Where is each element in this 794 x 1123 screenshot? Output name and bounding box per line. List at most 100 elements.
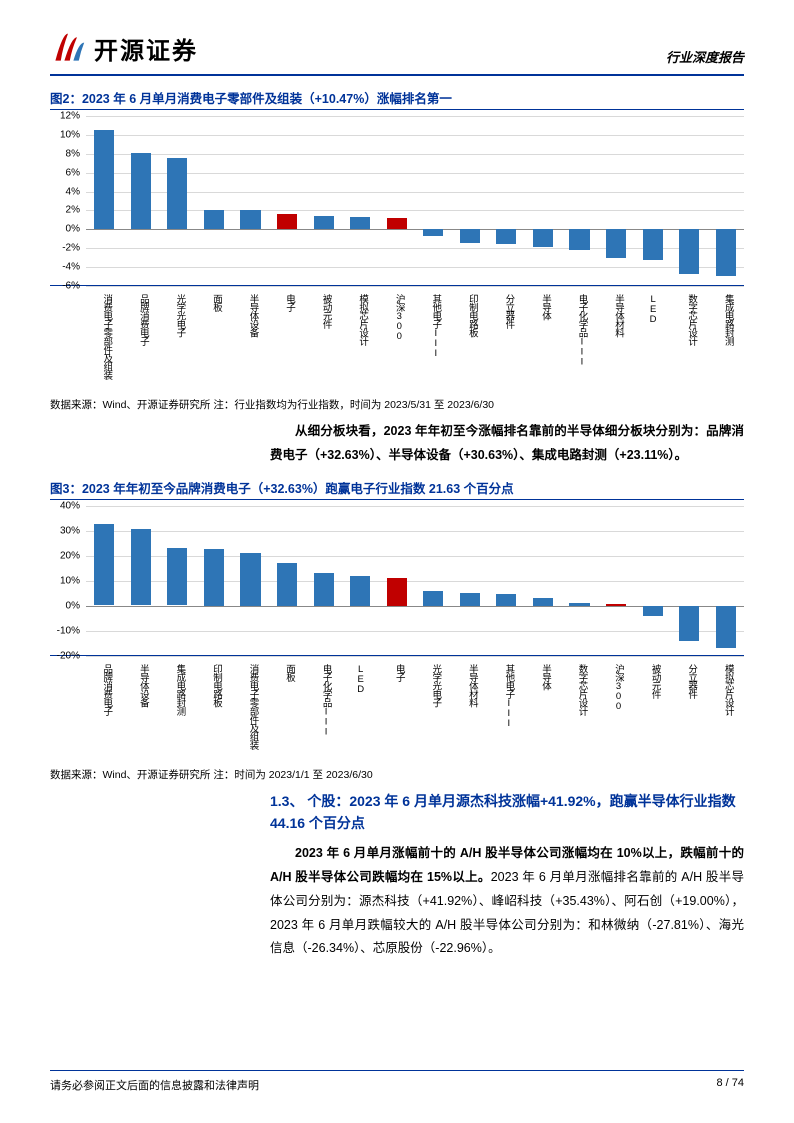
- chart-bar: [387, 578, 407, 606]
- chart-xlabel: 消费电子零部件及组装: [99, 294, 113, 379]
- chart-xlabel: 半导体材料: [465, 664, 479, 707]
- chart-xlabel: 分立器件: [501, 294, 515, 328]
- paragraph-2: 2023 年 6 月单月涨幅前十的 A/H 股半导体公司涨幅均在 10%以上，跌…: [270, 842, 744, 961]
- chart-ytick: -10%: [50, 625, 80, 636]
- section-heading: 1.3、 个股：2023 年 6 月单月源杰科技涨幅+41.92%，跑赢半导体行…: [270, 790, 744, 835]
- chart-gridline: [86, 135, 744, 136]
- chart-bar: [569, 603, 589, 606]
- chart-ytick: 6%: [50, 167, 80, 178]
- chart-ytick: 12%: [50, 111, 80, 122]
- chart-xlabel: 消费电子零部件及组装: [246, 664, 260, 749]
- report-type: 行业深度报告: [666, 47, 744, 66]
- chart-xlabel: 沪深300: [611, 664, 625, 711]
- chart-xlabel: 电子化学品III: [319, 664, 333, 737]
- chart-xlabel: 模拟芯片设计: [355, 294, 369, 345]
- chart1-title: 图2：2023 年 6 月单月消费电子零部件及组装（+10.47%）涨幅排名第一: [50, 88, 744, 110]
- chart-bar: [350, 576, 370, 606]
- chart-ytick: 2%: [50, 205, 80, 216]
- chart-gridline: [86, 506, 744, 507]
- chart-ytick: 30%: [50, 525, 80, 536]
- chart-bar: [533, 229, 553, 247]
- chart-xlabel: 其他电子III: [501, 664, 515, 728]
- chart-bar: [94, 130, 114, 229]
- footer-page: 8 / 74: [716, 1077, 744, 1093]
- chart-xlabel: 集成电路封测: [721, 294, 735, 345]
- chart-xlabel: LED: [648, 294, 659, 324]
- chart-xlabel: 印制电路板: [465, 294, 479, 337]
- chart-ytick: 10%: [50, 575, 80, 586]
- chart-bar: [423, 229, 443, 236]
- chart-ytick: 4%: [50, 186, 80, 197]
- chart-ytick: -4%: [50, 262, 80, 273]
- chart-bar: [679, 606, 699, 641]
- chart-xlabel: 电子: [282, 294, 296, 311]
- chart-xlabel: 数字芯片设计: [575, 664, 589, 715]
- chart-ytick: 0%: [50, 224, 80, 235]
- chart-gridline: [86, 154, 744, 155]
- chart-bar: [606, 604, 626, 605]
- chart-bar: [460, 593, 480, 606]
- chart-ytick: 0%: [50, 600, 80, 611]
- chart-bar: [167, 158, 187, 230]
- chart-bar: [167, 548, 187, 606]
- chart-bar: [131, 529, 151, 606]
- paragraph-1-lead: 从细分板块看，2023 年年初至今涨幅排名靠前的半导体细分板块分别为：品牌消费电…: [270, 420, 744, 468]
- chart-ytick: 10%: [50, 129, 80, 140]
- chart-xlabel: LED: [355, 664, 366, 694]
- chart-xlabel: 半导体: [538, 294, 552, 320]
- chart-xlabel: 光学光电子: [172, 294, 186, 337]
- chart-ytick: 8%: [50, 148, 80, 159]
- chart-gridline: [86, 286, 744, 287]
- chart-gridline: [86, 631, 744, 632]
- chart-bar: [423, 591, 443, 606]
- chart-bar: [606, 229, 626, 257]
- chart2-xlabels: 品牌消费电子半导体设备集成电路封测印制电路板消费电子零部件及组装面板电子化学品I…: [86, 660, 744, 765]
- chart-bar: [204, 210, 224, 230]
- chart-bar: [643, 229, 663, 260]
- chart-xlabel: 集成电路封测: [172, 664, 186, 715]
- chart-bar: [387, 218, 407, 229]
- chart-xlabel: 分立器件: [684, 664, 698, 698]
- chart1-source: 数据来源：Wind、开源证券研究所 注：行业指数均为行业指数，时间为 2023/…: [50, 397, 744, 412]
- chart2-title: 图3：2023 年年初至今品牌消费电子（+32.63%）跑赢电子行业指数 21.…: [50, 478, 744, 500]
- chart-ytick: -6%: [50, 281, 80, 292]
- page-footer: 请务必参阅正文后面的信息披露和法律声明 8 / 74: [50, 1070, 744, 1093]
- chart-bar: [643, 606, 663, 616]
- chart-xlabel: 电子化学品III: [575, 294, 589, 367]
- chart-ytick: -20%: [50, 650, 80, 661]
- page-header: 开源证券 行业深度报告: [50, 30, 744, 76]
- chart2-source: 数据来源：Wind、开源证券研究所 注：时间为 2023/1/1 至 2023/…: [50, 767, 744, 782]
- chart-bar: [569, 229, 589, 250]
- chart1: -6%-4%-2%0%2%4%6%8%10%12%: [50, 116, 744, 286]
- chart-xlabel: 被动元件: [319, 294, 333, 328]
- chart-bar: [350, 217, 370, 229]
- company-logo-icon: [50, 30, 86, 66]
- chart-bar: [496, 229, 516, 244]
- chart-xlabel: 电子: [392, 664, 406, 681]
- chart-bar: [679, 229, 699, 273]
- chart-bar: [314, 573, 334, 606]
- chart-xlabel: 面板: [282, 664, 296, 681]
- chart-bar: [496, 594, 516, 605]
- chart-xlabel: 沪深300: [392, 294, 406, 341]
- footer-disclaimer: 请务必参阅正文后面的信息披露和法律声明: [50, 1077, 259, 1093]
- chart-bar: [240, 553, 260, 606]
- chart-xlabel: 印制电路板: [209, 664, 223, 707]
- chart-bar: [277, 214, 297, 229]
- chart-bar: [94, 524, 114, 606]
- chart-xlabel: 半导体设备: [246, 294, 260, 337]
- chart-gridline: [86, 116, 744, 117]
- chart-bar: [277, 563, 297, 606]
- chart-xlabel: 光学光电子: [428, 664, 442, 707]
- chart-bar: [240, 210, 260, 229]
- chart-xlabel: 被动元件: [648, 664, 662, 698]
- chart-xlabel: 其他电子III: [428, 294, 442, 358]
- chart-ytick: 40%: [50, 500, 80, 511]
- logo-block: 开源证券: [50, 30, 198, 66]
- paragraph-2-text: 2023 年 6 月单月涨幅前十的 A/H 股半导体公司涨幅均在 10%以上，跌…: [270, 842, 744, 961]
- chart-bar: [460, 229, 480, 242]
- company-name: 开源证券: [94, 31, 198, 66]
- chart-ytick: -2%: [50, 243, 80, 254]
- paragraph-1: 从细分板块看，2023 年年初至今涨幅排名靠前的半导体细分板块分别为：品牌消费电…: [270, 420, 744, 468]
- chart-bar: [533, 598, 553, 606]
